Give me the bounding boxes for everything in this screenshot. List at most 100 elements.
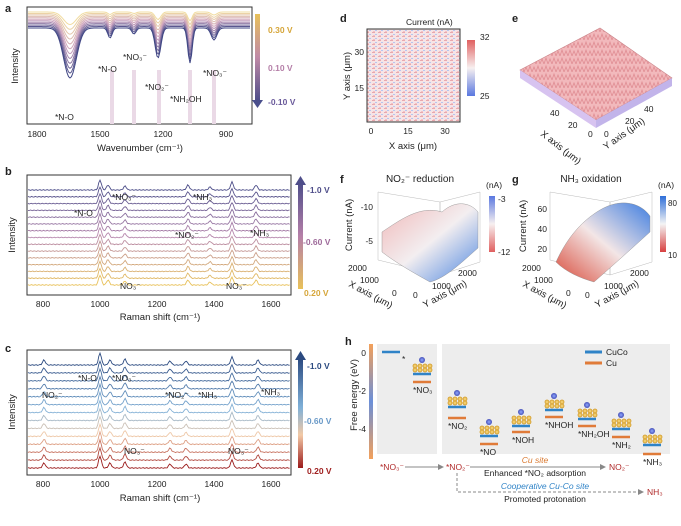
adsorbate-atom bbox=[419, 357, 425, 363]
adsorbate-slab-icon bbox=[611, 412, 632, 428]
panel-h-ylabel: Free energy (eV) bbox=[349, 359, 360, 431]
panel-e-side bbox=[520, 70, 596, 128]
panel-a-band bbox=[188, 70, 192, 124]
panel-f-cb-min: -12 bbox=[498, 247, 511, 257]
panel-f-colorbar bbox=[489, 196, 495, 252]
panel-b-xtick: 1000 bbox=[91, 299, 110, 309]
cu-atom bbox=[611, 422, 617, 428]
panel-c-frame bbox=[26, 349, 292, 476]
panel-a-label: a bbox=[5, 3, 12, 15]
cu-atom bbox=[511, 419, 517, 425]
panel-a-spectrum bbox=[28, 17, 250, 45]
raman-spectrum bbox=[27, 415, 290, 430]
raman-spectrum bbox=[27, 438, 290, 454]
panel-a-annotation: *NO₂⁻ bbox=[145, 82, 169, 92]
panel-c-annotation: *NH₃ bbox=[198, 390, 217, 400]
path-coop-desc: Promoted protonation bbox=[504, 494, 586, 504]
cu-atom bbox=[511, 415, 517, 421]
cu-atom bbox=[587, 412, 593, 418]
cu-atom bbox=[559, 399, 565, 405]
state-label: *NO₃ bbox=[413, 385, 433, 395]
raman-spectrum bbox=[27, 274, 290, 286]
adsorbate-atom bbox=[618, 412, 624, 418]
panel-a-potential-top: 0.30 V bbox=[268, 25, 293, 35]
cu-atom bbox=[462, 400, 468, 406]
cu-atom bbox=[417, 367, 423, 373]
panel-b-potential-mid: -0.60 V bbox=[303, 237, 331, 247]
panel-a-ylabel: Intensity bbox=[10, 48, 21, 84]
panel-d-colorbar-max: 32 bbox=[480, 32, 490, 42]
panel-b-annotation: *NO₃⁻ bbox=[112, 192, 137, 202]
cu-atom bbox=[422, 367, 428, 373]
panel-c-potential-top: -1.0 V bbox=[307, 361, 330, 371]
cu-atom bbox=[549, 403, 555, 409]
panel-g-colorbar bbox=[660, 196, 666, 252]
panel-b-annotation: *NH₃ bbox=[250, 228, 269, 238]
cu-atom bbox=[526, 419, 532, 425]
state-label: *NOH bbox=[512, 435, 534, 445]
raman-spectrum bbox=[27, 455, 290, 469]
cu-atom bbox=[484, 429, 490, 435]
path-cu-desc: Enhanced *NO₂ adsorption bbox=[484, 468, 586, 478]
panel-f-plot: NO₂⁻ reduction (nA) -3 -12 -10 -5 Curren… bbox=[344, 174, 511, 311]
panel-a-band bbox=[212, 70, 216, 124]
panel-a-annotation: *N-O bbox=[98, 64, 117, 74]
cu-atom bbox=[554, 403, 560, 409]
raman-spectrum bbox=[27, 390, 290, 406]
panel-f-xtick: 1000 bbox=[360, 275, 379, 285]
panel-d-xtick: 30 bbox=[440, 126, 450, 136]
panel-a-xtick: 1200 bbox=[154, 129, 173, 139]
panel-a-spectrum bbox=[28, 24, 250, 69]
path-coop-end: NH₃ bbox=[647, 487, 663, 497]
panel-b-annotation: NO₃⁻ bbox=[120, 281, 141, 291]
panel-f-cb-unit: (nA) bbox=[486, 180, 502, 190]
panel-g-surface bbox=[555, 202, 651, 283]
cu-atom bbox=[544, 403, 550, 409]
panel-a-spectrum bbox=[28, 15, 250, 40]
cu-atom bbox=[559, 403, 565, 409]
panel-g-ztick: 20 bbox=[538, 244, 548, 254]
panel-d-xlabel: X axis (μm) bbox=[389, 141, 437, 152]
raman-spectrum bbox=[27, 422, 290, 438]
raman-spectrum bbox=[28, 178, 290, 191]
panel-a-spectrum bbox=[28, 20, 250, 55]
panel-a-band bbox=[110, 70, 114, 124]
cu-atom bbox=[489, 425, 495, 431]
cu-atom bbox=[554, 399, 560, 405]
panel-c-potential-bottom: 0.20 V bbox=[307, 466, 332, 476]
panel-h-plot: Free energy (eV) 0 -2 -4 CuCo Cu * *NO₃ *N… bbox=[349, 344, 670, 504]
panel-c-annotation: NO₃⁻ bbox=[124, 446, 145, 456]
raman-spectrum bbox=[27, 226, 290, 239]
panel-d-plot: Current (nA) 32 25 0 15 30 15 30 X axis … bbox=[342, 17, 490, 152]
adsorbate-slab-icon bbox=[479, 419, 500, 435]
path-arrow-1-head bbox=[438, 464, 444, 470]
state-label: *NH₂ bbox=[612, 440, 631, 450]
panel-h-ytick: -2 bbox=[358, 386, 366, 396]
panel-a-spectrum bbox=[28, 23, 250, 65]
adsorbate-atom bbox=[518, 409, 524, 415]
adsorbate-atom bbox=[454, 390, 460, 396]
panel-a-xtick: 1800 bbox=[28, 129, 47, 139]
raman-spectrum bbox=[27, 267, 290, 280]
panel-g-ytick: 2000 bbox=[630, 268, 649, 278]
adsorbate-atom bbox=[584, 402, 590, 408]
panel-d-label: d bbox=[340, 13, 347, 25]
cu-atom bbox=[452, 400, 458, 406]
panel-d-xtick: 0 bbox=[369, 126, 374, 136]
panel-a-band bbox=[157, 70, 161, 124]
panel-c-potential-bar bbox=[298, 358, 303, 468]
panel-a-spectrum bbox=[28, 11, 250, 26]
panel-b-frame bbox=[26, 174, 292, 296]
panel-a-annotation: *NO₃⁻ bbox=[203, 68, 228, 78]
panel-b-xtick: 1200 bbox=[148, 299, 167, 309]
panel-b-label: b bbox=[5, 166, 12, 178]
adsorbate-slab-icon bbox=[642, 428, 663, 444]
panel-a-spectrum bbox=[28, 13, 250, 30]
panel-f-title: NO₂⁻ reduction bbox=[386, 174, 454, 185]
panel-f-label: f bbox=[340, 174, 344, 186]
cu-atom bbox=[447, 400, 453, 406]
panel-d-ytick: 15 bbox=[355, 83, 365, 93]
panel-c-annotation: *NH₃ bbox=[261, 387, 280, 397]
path-start: *NO₃⁻ bbox=[380, 462, 405, 472]
